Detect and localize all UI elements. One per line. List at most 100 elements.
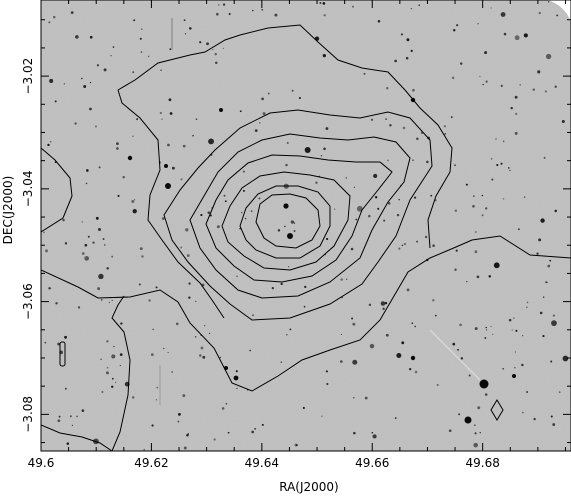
star xyxy=(322,2,326,5)
star xyxy=(418,4,421,7)
star xyxy=(254,427,257,430)
star xyxy=(207,211,211,214)
star xyxy=(341,296,343,299)
star xyxy=(105,371,109,375)
star xyxy=(554,209,558,213)
star xyxy=(192,135,194,137)
star xyxy=(224,200,227,203)
star xyxy=(132,135,134,138)
star xyxy=(182,144,186,148)
star xyxy=(43,231,45,234)
star xyxy=(502,367,505,370)
star xyxy=(350,247,354,251)
star xyxy=(454,209,458,212)
x-tick-label: 49.6 xyxy=(28,456,55,470)
star xyxy=(405,56,409,60)
star xyxy=(325,370,328,373)
star xyxy=(411,322,414,325)
star xyxy=(249,349,251,352)
star xyxy=(186,434,189,437)
star xyxy=(536,252,539,255)
star xyxy=(325,127,329,130)
star xyxy=(558,391,561,394)
star xyxy=(111,255,114,258)
star xyxy=(117,194,120,197)
star xyxy=(386,87,389,90)
star xyxy=(81,252,85,255)
star xyxy=(141,28,143,31)
star xyxy=(408,367,412,371)
star xyxy=(133,199,136,201)
star xyxy=(414,325,416,328)
star xyxy=(326,382,329,386)
star xyxy=(496,164,499,167)
star xyxy=(122,175,125,179)
star xyxy=(298,96,301,99)
star xyxy=(410,355,416,361)
star xyxy=(169,112,173,115)
star xyxy=(97,287,101,291)
star xyxy=(485,80,488,83)
star xyxy=(57,419,61,423)
y-tick-label: −3.04 xyxy=(21,170,35,207)
star xyxy=(351,317,354,320)
star xyxy=(476,275,480,279)
star xyxy=(436,383,439,386)
star xyxy=(293,230,296,232)
star xyxy=(481,214,484,217)
star xyxy=(543,156,546,159)
star xyxy=(538,238,542,242)
star xyxy=(371,431,374,434)
star xyxy=(508,318,512,322)
star xyxy=(106,366,109,369)
star xyxy=(180,246,183,249)
star xyxy=(458,413,460,416)
star xyxy=(539,311,543,315)
star xyxy=(223,194,226,197)
star xyxy=(219,356,222,359)
star xyxy=(100,358,102,361)
star xyxy=(519,84,521,86)
star xyxy=(549,259,552,262)
star xyxy=(261,97,264,101)
star xyxy=(250,210,253,213)
star xyxy=(116,142,119,146)
star xyxy=(111,354,116,359)
star xyxy=(188,282,191,285)
star xyxy=(466,281,468,283)
star xyxy=(92,241,95,244)
star xyxy=(459,323,462,327)
star xyxy=(76,415,78,418)
star xyxy=(554,85,557,88)
star xyxy=(239,228,241,230)
star xyxy=(164,164,168,168)
star xyxy=(251,430,254,434)
star xyxy=(454,268,457,271)
star xyxy=(283,203,289,209)
star xyxy=(186,254,190,257)
star xyxy=(491,178,494,181)
star xyxy=(252,9,254,12)
star xyxy=(474,432,477,435)
star xyxy=(389,124,392,127)
star xyxy=(132,209,137,214)
star xyxy=(182,394,186,398)
star xyxy=(119,353,123,356)
star xyxy=(163,347,165,350)
star xyxy=(280,282,283,286)
star xyxy=(50,287,52,289)
star xyxy=(414,370,418,374)
star xyxy=(475,231,477,233)
star xyxy=(377,20,381,23)
star xyxy=(286,141,289,144)
star xyxy=(356,205,363,212)
star xyxy=(455,249,458,252)
star xyxy=(200,346,204,350)
star xyxy=(47,143,50,147)
star xyxy=(161,217,165,220)
star xyxy=(295,444,298,446)
star xyxy=(550,415,553,418)
x-tick-label: 49.62 xyxy=(134,456,168,470)
star xyxy=(225,402,228,405)
star xyxy=(202,355,206,359)
